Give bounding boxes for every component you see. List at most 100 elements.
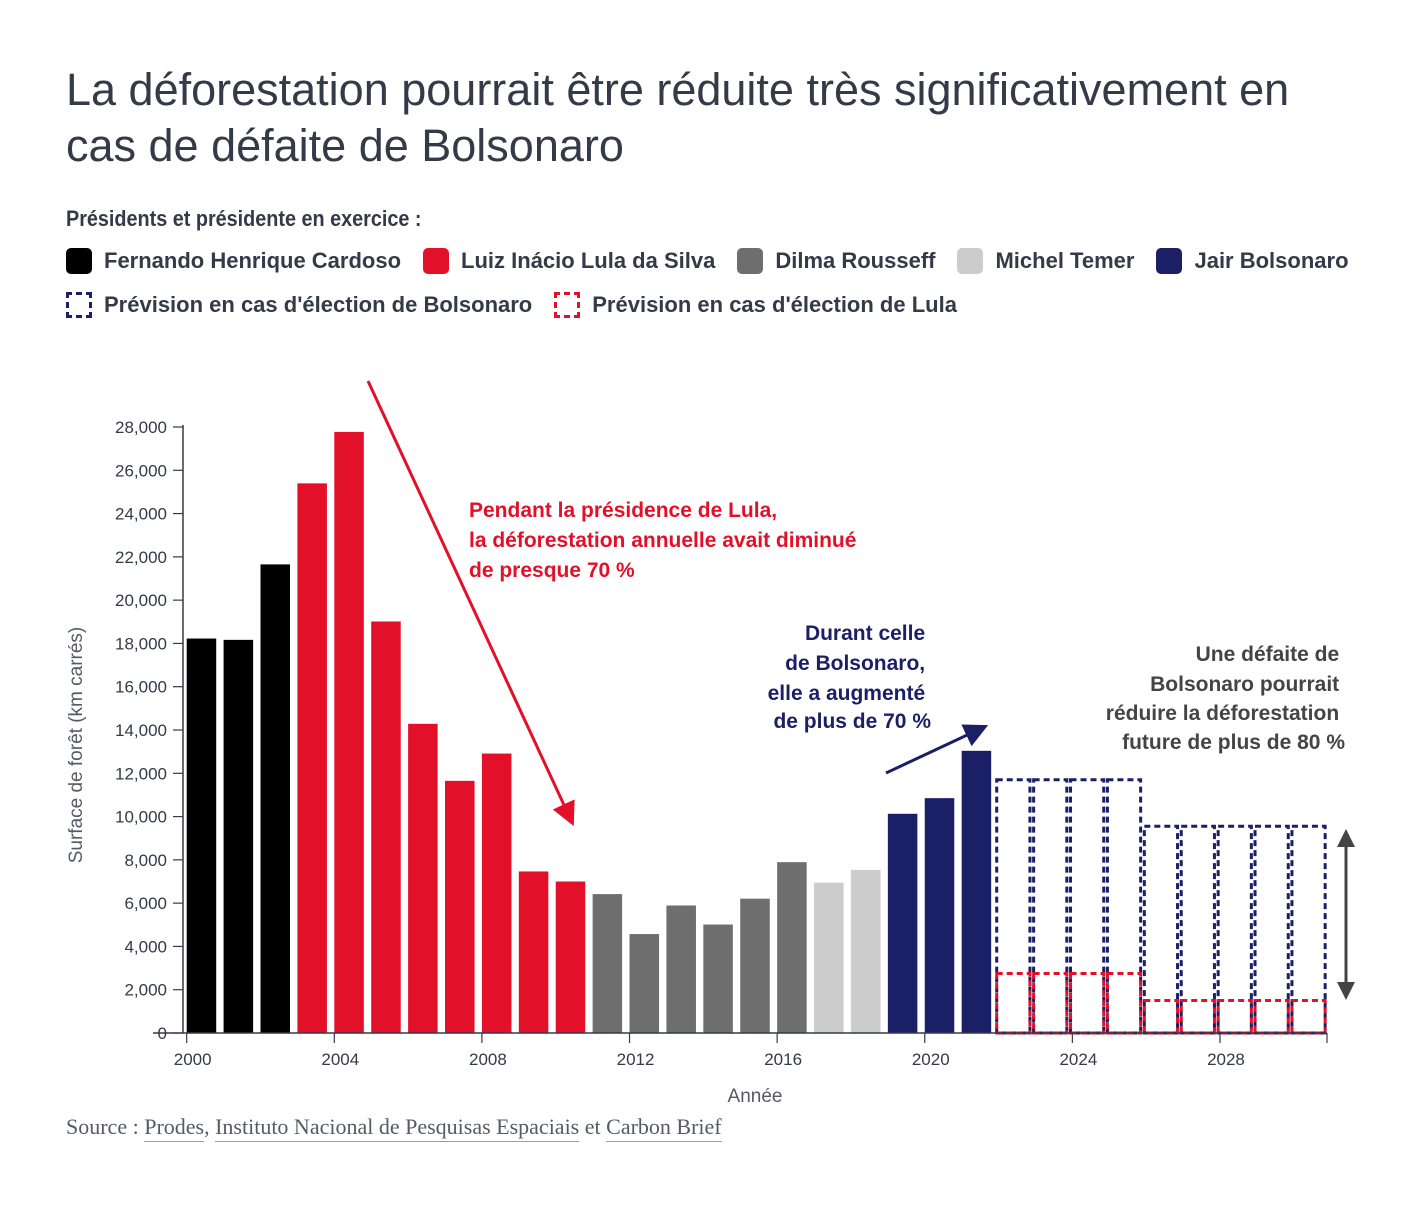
bar-2009 (518, 871, 549, 1033)
y-axis-title: Surface de forêt (km carrés) (66, 627, 87, 864)
bar-forecast-bolsonaro-2023 (1032, 778, 1069, 1035)
annotation-forecast: Une défaite de Bolsonaro pourrait réduir… (1106, 643, 1346, 754)
legend-item-cardoso: Fernando Henrique Cardoso (66, 248, 401, 274)
y-tick-label: 16,000 (115, 678, 167, 697)
y-tick-label: 14,000 (115, 721, 167, 740)
x-tick-label: 2020 (912, 1050, 950, 1069)
x-tick-label: 2004 (321, 1050, 359, 1069)
bar-2003 (297, 483, 327, 1033)
bar-forecast-bolsonaro-2025 (1105, 778, 1143, 1035)
bar-2006 (408, 723, 438, 1033)
x-axis: 2000 2004 2008 2012 2016 2020 2024 2028 (153, 1032, 1328, 1069)
bar-forecast-lula-2026 (1142, 999, 1180, 1035)
legend-label-cardoso: Fernando Henrique Cardoso (104, 248, 402, 273)
y-axis: 02,0004,0006,0008,00010,00012,00014,0001… (115, 418, 184, 1043)
annotation-bolsonaro-line-4: de plus de 70 % (773, 710, 931, 733)
bar-2013 (666, 905, 696, 1033)
bar-forecast-lula-2030 (1290, 999, 1327, 1035)
legend-swatch-forecast-bolsonaro (66, 292, 92, 318)
bar-forecast-lula-2029 (1253, 999, 1290, 1035)
x-tick-label: 2000 (174, 1050, 212, 1069)
bar-2018 (850, 869, 881, 1033)
bolsonaro-increase-arrow (885, 724, 989, 775)
annotation-lula-line-2: la déforestation annuelle avait diminué (469, 529, 856, 552)
y-tick-label: 24,000 (115, 505, 167, 524)
legend-item-temer: Michel Temer (957, 248, 1134, 274)
lula-decline-arrow (366, 380, 575, 827)
bar-2014 (703, 924, 733, 1033)
annotation-bolsonaro-line-2: de Bolsonaro, (785, 652, 925, 675)
legend-item-forecast-bolsonaro: Prévision en cas d'élection de Bolsonaro (66, 292, 532, 318)
bar-2011 (592, 894, 623, 1033)
bar-2000 (186, 638, 217, 1033)
legend-item-rousseff: Dilma Rousseff (737, 248, 935, 274)
annotation-lula-line-3: de presque 70 % (469, 559, 635, 582)
legend-row-forecasts: Prévision en cas d'élection de Bolsonaro… (66, 292, 979, 318)
annotation-bolsonaro-line-1: Durant celle (805, 622, 925, 645)
source-sep-1: , (204, 1114, 216, 1139)
legend-label-forecast-lula: Prévision en cas d'élection de Lula (592, 292, 957, 317)
bar-2016 (777, 862, 807, 1033)
annotation-forecast-line-4: future de plus de 80 % (1122, 731, 1345, 754)
bar-2007 (445, 780, 475, 1033)
bar-2002 (260, 564, 291, 1033)
source-sep-2: et (579, 1114, 607, 1139)
y-tick-label: 28,000 (115, 418, 167, 437)
x-tick-label: 2024 (1059, 1050, 1097, 1069)
bar-2019 (887, 813, 918, 1033)
legend-swatch-bolsonaro (1156, 248, 1183, 274)
x-axis-title: Année (728, 1086, 783, 1107)
legend-label-bolsonaro: Jair Bolsonaro (1194, 248, 1349, 273)
bar-forecast-lula-2023 (1032, 971, 1069, 1035)
legend-label-lula: Luiz Inácio Lula da Silva (461, 248, 716, 273)
y-tick-label: 22,000 (115, 548, 167, 567)
source-link-prodes[interactable]: Prodes (144, 1114, 205, 1142)
y-tick-label: 2,000 (124, 981, 167, 1000)
bar-2001 (223, 639, 254, 1033)
legend-label-temer: Michel Temer (995, 248, 1135, 273)
y-tick-label: 8,000 (124, 851, 167, 870)
legend-swatch-cardoso (66, 248, 92, 274)
legend-swatch-lula (423, 248, 450, 274)
bar-2005 (371, 621, 401, 1033)
annotation-bolsonaro-line-3: elle a augmenté (768, 682, 926, 705)
bar-forecast-lula-2025 (1105, 971, 1143, 1035)
source-link-carbon-brief[interactable]: Carbon Brief (606, 1114, 722, 1142)
bar-forecast-bolsonaro-2022 (995, 778, 1032, 1035)
annotation-lula: Pendant la présidence de Lula, la défore… (469, 499, 862, 582)
legend-swatch-rousseff (737, 248, 764, 274)
bar-2008 (481, 753, 512, 1033)
bar-forecast-bolsonaro-2024 (1069, 778, 1106, 1035)
bar-2021 (961, 750, 992, 1033)
bar-2015 (740, 898, 770, 1033)
legend-item-forecast-lula: Prévision en cas d'élection de Lula (554, 292, 957, 318)
bar-forecast-lula-2028 (1216, 999, 1253, 1035)
bar-2020 (924, 798, 955, 1033)
bar-forecast-lula-2022 (995, 971, 1032, 1035)
legend-swatch-temer (957, 248, 984, 274)
source-link-inpe[interactable]: Instituto Nacional de Pesquisas Espaciai… (215, 1114, 580, 1142)
bar-2012 (629, 934, 660, 1033)
legend-row-presidents: Fernando Henrique Cardoso Luiz Inácio Lu… (66, 248, 1371, 274)
bar-forecast-lula-2024 (1069, 971, 1106, 1035)
bar-2004 (334, 431, 364, 1033)
y-tick-label: 12,000 (115, 764, 167, 783)
x-tick-label: 2028 (1207, 1050, 1245, 1069)
annotation-forecast-line-3: réduire la déforestation (1106, 702, 1339, 725)
legend-label-rousseff: Dilma Rousseff (775, 248, 936, 273)
legend-item-lula: Luiz Inácio Lula da Silva (423, 248, 715, 274)
y-tick-label: 4,000 (124, 937, 167, 956)
bar-forecast-lula-2027 (1179, 999, 1216, 1035)
source-prefix: Source : (66, 1114, 145, 1139)
y-tick-label: 20,000 (115, 591, 167, 610)
x-tick-label: 2008 (469, 1050, 507, 1069)
y-tick-label: 10,000 (115, 808, 167, 827)
y-tick-label: 26,000 (115, 461, 167, 480)
legend-heading: Présidents et présidente en exercice : (66, 206, 422, 231)
annotation-lula-line-1: Pendant la présidence de Lula, (469, 499, 777, 522)
y-tick-label: 6,000 (124, 894, 167, 913)
legend-item-bolsonaro: Jair Bolsonaro (1156, 248, 1349, 274)
annotation-forecast-line-1: Une défaite de (1196, 643, 1340, 666)
bars (186, 431, 1327, 1035)
